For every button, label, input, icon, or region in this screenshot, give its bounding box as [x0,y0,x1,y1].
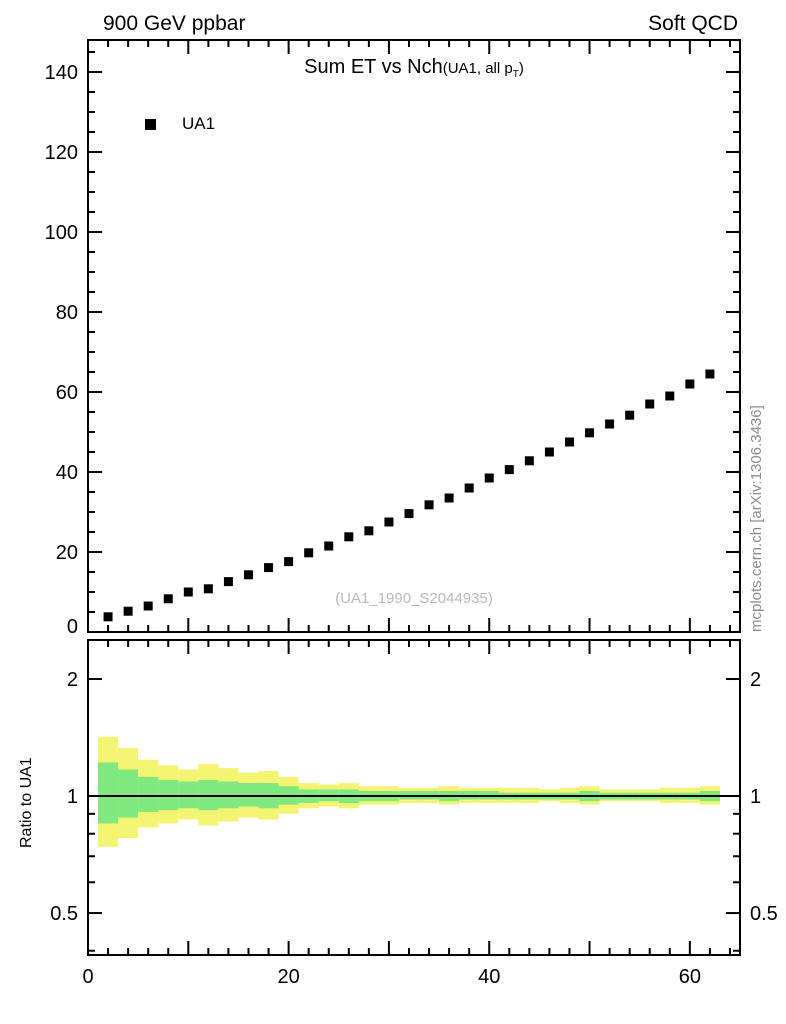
y-tick-label: 20 [56,542,78,564]
ratio-y-tick-label: 0.5 [50,903,78,925]
data-point-ua1 [103,612,113,622]
data-point-ua1 [304,548,314,558]
ratio-y-tick-label: 2 [67,669,78,691]
data-point-ua1 [143,601,153,611]
y-tick-label: 60 [56,382,78,404]
data-point-ua1 [544,447,554,457]
header-beam-label: 900 GeV ppbar [103,12,246,35]
data-point-ua1 [524,456,534,466]
x-tick-label: 20 [277,966,299,988]
ratio-axis-title: Ratio to UA1 [18,757,35,848]
plot-title-detail: (UA1, all pT) [442,60,524,80]
x-tick-label: 40 [478,966,500,988]
data-point-ua1 [424,500,434,510]
y-tick-label: 100 [45,222,78,244]
plot-title-main: Sum ET vs Nch [304,56,443,78]
ratio-y-tick-label: 0.5 [750,903,778,925]
ratio-y-tick-label: 1 [67,786,78,808]
ratio-band-inner [118,769,139,818]
y-tick-label: 80 [56,302,78,324]
legend: UA1 [145,114,215,134]
ratio-band-inner [98,762,119,824]
data-point-ua1 [645,399,655,409]
header-process-label: Soft QCD [648,12,738,35]
y-tick-label: 140 [45,62,78,84]
data-point-ua1 [223,577,233,587]
data-point-ua1 [243,570,253,580]
ratio-band-inner [238,783,259,807]
ratio-band-inner [138,776,159,812]
y-tick-label: 0 [67,616,78,638]
data-point-ua1 [183,587,193,597]
x-tick-label: 60 [679,966,701,988]
data-point-ua1 [404,509,414,519]
data-point-ua1 [284,557,294,567]
y-tick-label: 120 [45,142,78,164]
legend-marker-ua1 [145,118,156,130]
x-tick-label: 0 [82,966,93,988]
data-point-ua1 [705,369,715,379]
data-point-ua1 [344,532,354,542]
data-point-ua1 [625,410,635,420]
data-point-ua1 [324,541,334,551]
data-point-ua1 [444,493,454,503]
data-point-ua1 [464,483,474,493]
data-point-ua1 [163,594,173,604]
mcplots-attribution: mcplots.cern.ch [arXiv:1306.3436] [748,405,765,632]
ratio-band-inner [158,779,179,811]
ratio-y-tick-label: 1 [750,786,761,808]
data-point-ua1 [264,563,274,573]
data-point-ua1 [665,391,675,401]
ratio-band-inner [218,781,239,809]
y-tick-label: 40 [56,462,78,484]
data-point-ua1 [605,419,615,429]
data-point-ua1 [203,584,213,594]
ratio-band-inner [178,781,199,809]
ratio-panel-frame [87,639,741,956]
ratio-band-inner [198,779,219,811]
data-point-ua1 [484,473,494,483]
data-point-ua1 [685,379,695,389]
data-point-ua1 [585,428,595,438]
legend-label-ua1: UA1 [182,114,216,133]
ratio-y-tick-label: 2 [750,669,761,691]
data-point-ua1 [564,437,574,447]
data-point-ua1 [123,606,133,616]
main-panel-frame [87,39,741,633]
data-point-ua1 [504,465,514,475]
analysis-watermark: (UA1_1990_S2044935) [335,590,493,607]
data-point-ua1 [364,526,374,536]
plot-title: Sum ET vs Nch(UA1, all pT) [88,56,740,80]
data-point-ua1 [384,517,394,527]
